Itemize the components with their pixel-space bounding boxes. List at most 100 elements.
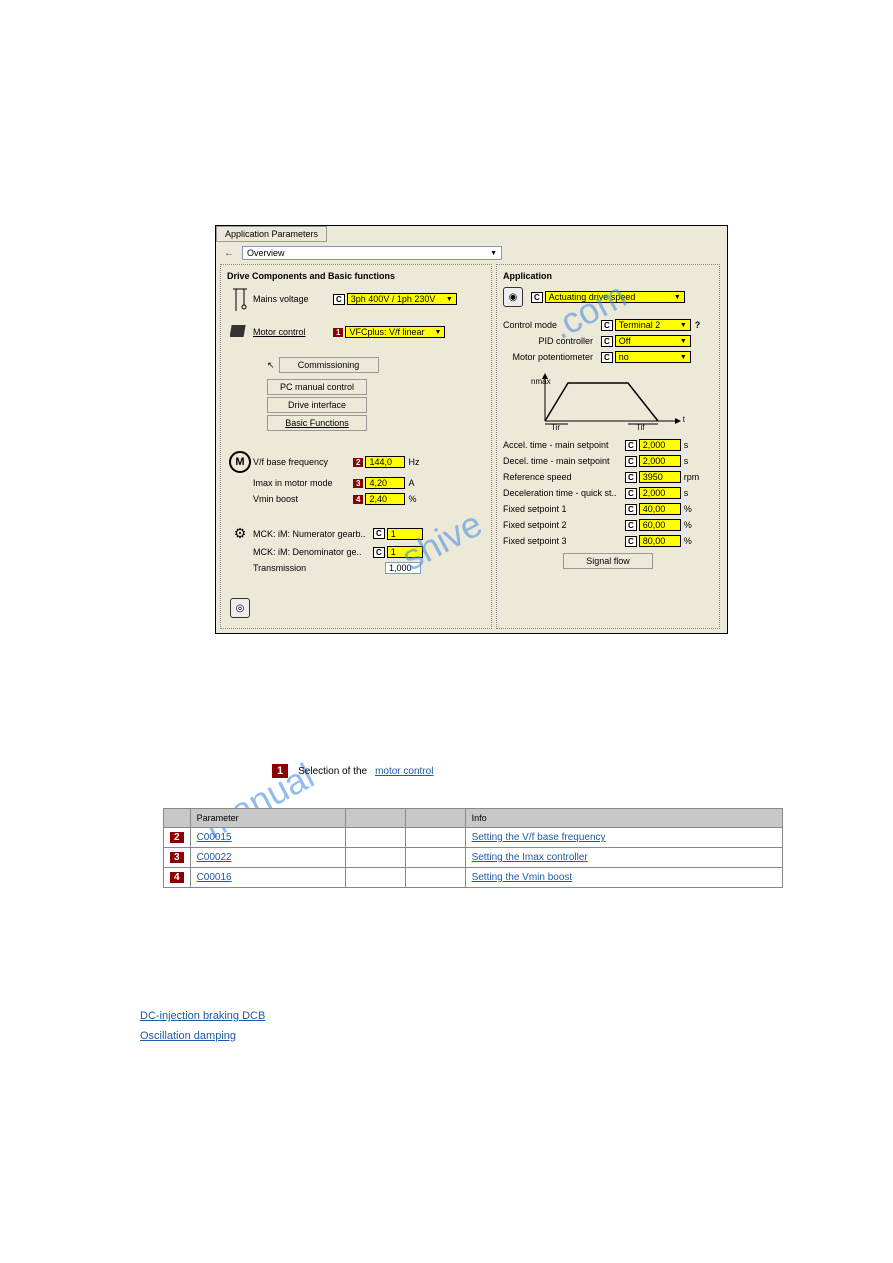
param-table: Parameter Info 2 C00015 Setting the V/f … [163, 808, 783, 888]
overview-label: Overview [247, 248, 285, 258]
param-link[interactable]: C00016 [197, 872, 232, 883]
c-badge[interactable]: C [625, 536, 637, 547]
col-parameter: Parameter [190, 809, 345, 828]
timing-unit: s [684, 488, 689, 498]
motor-pot-field[interactable]: no ▼ [615, 351, 691, 363]
info-link[interactable]: Setting the V/f base frequency [472, 832, 606, 843]
motor-control-field[interactable]: VFCplus: V/f linear ▼ [345, 326, 445, 338]
drive-interface-button[interactable]: Drive interface [267, 397, 367, 413]
c-badge[interactable]: C [625, 472, 637, 483]
overview-dropdown[interactable]: Overview ▼ [242, 246, 502, 260]
c-badge[interactable]: C [625, 488, 637, 499]
motor-icon: M [229, 451, 251, 473]
row-badge: 3 [170, 852, 184, 863]
cell [345, 848, 405, 868]
c-badge[interactable]: C [625, 456, 637, 467]
control-mode-label: Control mode [503, 320, 599, 330]
c-badge[interactable]: C [601, 320, 613, 331]
basic-functions-button[interactable]: Basic Functions [267, 415, 367, 431]
cell [345, 868, 405, 888]
vmin-label: Vmin boost [253, 494, 351, 504]
chevron-down-icon: ▼ [435, 329, 442, 336]
timing-field[interactable]: 2,000 [639, 439, 681, 451]
motor-control-label[interactable]: Motor control [253, 327, 331, 337]
drive-components-panel: Drive Components and Basic functions Mai… [220, 264, 492, 629]
c-badge[interactable]: C [531, 292, 543, 303]
unit-a: A [408, 478, 414, 488]
wand-icon: ↖ [267, 360, 275, 371]
cell [345, 828, 405, 848]
param-link[interactable]: C00015 [197, 832, 232, 843]
c-badge[interactable]: C [601, 336, 613, 347]
timing-label: Decel. time - main setpoint [503, 456, 623, 466]
commissioning-button[interactable]: Commissioning [279, 357, 379, 373]
col-info: Info [465, 809, 782, 828]
c-badge[interactable]: C [625, 504, 637, 515]
machine-icon: ◎ [230, 598, 250, 618]
timing-field[interactable]: 2,000 [639, 487, 681, 499]
transmission-field[interactable]: 1,000 [385, 562, 421, 574]
mck-num-field[interactable]: 1 [387, 528, 423, 540]
cell [405, 848, 465, 868]
row-badge: 4 [170, 872, 184, 883]
row-badge: 2 [170, 832, 184, 843]
table-row: 2 C00015 Setting the V/f base frequency [164, 828, 783, 848]
info-link[interactable]: Setting the Imax controller [472, 852, 588, 863]
oscillation-link[interactable]: Oscillation damping [140, 1030, 236, 1042]
chevron-down-icon: ▼ [446, 296, 453, 303]
timing-unit: s [684, 456, 689, 466]
motor-control-link[interactable]: motor control [375, 766, 433, 777]
vf-base-freq-field[interactable]: 144,0 [365, 456, 405, 468]
timing-field[interactable]: 3950 [639, 471, 681, 483]
back-arrow-icon[interactable]: ← [220, 248, 238, 259]
timing-field[interactable]: 60,00 [639, 519, 681, 531]
pid-field[interactable]: Off ▼ [615, 335, 691, 347]
timing-label: Fixed setpoint 2 [503, 520, 623, 530]
transmission-label: Transmission [253, 563, 371, 573]
app-field[interactable]: Actuating drive speed ▼ [545, 291, 685, 303]
c-badge[interactable]: C [601, 352, 613, 363]
timing-row: Reference speed C 3950 rpm [503, 471, 713, 483]
timing-field[interactable]: 40,00 [639, 503, 681, 515]
timing-label: Fixed setpoint 3 [503, 536, 623, 546]
chevron-down-icon: ▼ [490, 250, 497, 257]
cell [405, 868, 465, 888]
timing-label: Deceleration time - quick st.. [503, 488, 623, 498]
mains-voltage-field[interactable]: 3ph 400V / 1ph 230V ▼ [347, 293, 457, 305]
badge-3: 3 [353, 479, 363, 488]
caption-row: 1 Selection of the motor control [270, 764, 433, 778]
nmax-label: nmax [531, 377, 551, 386]
c-badge[interactable]: C [373, 528, 385, 539]
help-icon[interactable]: ? [695, 320, 701, 330]
info-link[interactable]: Setting the Vmin boost [472, 872, 573, 883]
timing-label: Reference speed [503, 472, 623, 482]
tab-app-params[interactable]: Application Parameters [216, 226, 327, 242]
c-badge[interactable]: C [625, 520, 637, 531]
control-mode-field[interactable]: Terminal 2 ▼ [615, 319, 691, 331]
c-badge[interactable]: C [373, 547, 385, 558]
timing-unit: rpm [684, 472, 700, 482]
param-link[interactable]: C00022 [197, 852, 232, 863]
c-badge[interactable]: C [625, 440, 637, 451]
timing-row: Fixed setpoint 2 C 60,00 % [503, 519, 713, 531]
pc-manual-button[interactable]: PC manual control [267, 379, 367, 395]
vmin-field[interactable]: 2,40 [365, 493, 405, 505]
timing-row: Deceleration time - quick st.. C 2,000 s [503, 487, 713, 499]
right-panel-title: Application [503, 271, 713, 281]
timing-unit: s [684, 440, 689, 450]
timing-field[interactable]: 80,00 [639, 535, 681, 547]
c-badge[interactable]: C [333, 294, 345, 305]
power-line-icon [227, 287, 253, 311]
gear-icon: ⚙ [234, 525, 247, 542]
timing-field[interactable]: 2,000 [639, 455, 681, 467]
badge-1: 1 [333, 328, 343, 337]
signal-flow-button[interactable]: Signal flow [563, 553, 653, 569]
imax-field[interactable]: 4,20 [365, 477, 405, 489]
vf-base-freq-label: V/f base frequency [253, 457, 351, 467]
timing-label: Accel. time - main setpoint [503, 440, 623, 450]
dc-braking-link[interactable]: DC-injection braking DCB [140, 1010, 265, 1022]
left-panel-title: Drive Components and Basic functions [227, 271, 485, 281]
ramp-graph: nmax Tir Tif t [533, 371, 683, 431]
caption-text: Selection of the [298, 766, 367, 777]
mck-denom-field[interactable]: 1 [387, 546, 423, 558]
